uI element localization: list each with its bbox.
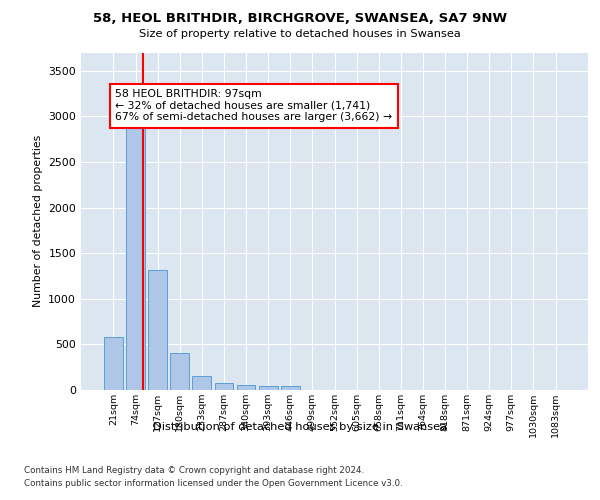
Bar [148,270,167,390]
Bar [170,352,189,390]
Bar [104,337,123,390]
Text: Size of property relative to detached houses in Swansea: Size of property relative to detached ho… [139,29,461,39]
Text: Distribution of detached houses by size in Swansea: Distribution of detached houses by size … [153,422,447,432]
Bar [193,376,211,390]
Bar [215,383,233,390]
Text: 58 HEOL BRITHDIR: 97sqm
← 32% of detached houses are smaller (1,741)
67% of semi: 58 HEOL BRITHDIR: 97sqm ← 32% of detache… [115,89,392,122]
Bar [126,124,145,390]
Text: Contains HM Land Registry data © Crown copyright and database right 2024.: Contains HM Land Registry data © Crown c… [24,466,364,475]
Text: 58, HEOL BRITHDIR, BIRCHGROVE, SWANSEA, SA7 9NW: 58, HEOL BRITHDIR, BIRCHGROVE, SWANSEA, … [93,12,507,26]
Text: Contains public sector information licensed under the Open Government Licence v3: Contains public sector information licen… [24,479,403,488]
Bar [259,386,278,390]
Bar [236,385,256,390]
Y-axis label: Number of detached properties: Number of detached properties [33,135,43,308]
Bar [281,386,299,390]
